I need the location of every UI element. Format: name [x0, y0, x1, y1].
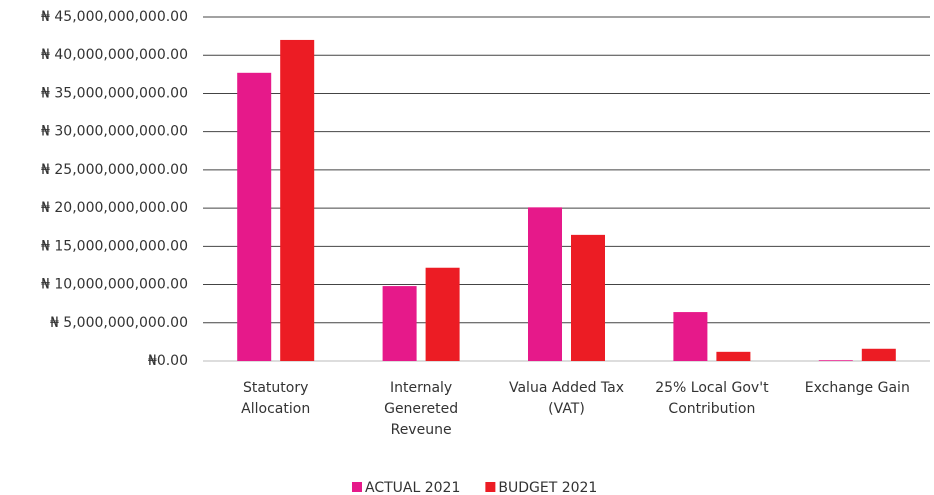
y-tick-label: ₦ 10,000,000,000.00 [41, 277, 188, 293]
y-tick-label: ₦ 20,000,000,000.00 [41, 200, 188, 216]
bar [673, 312, 708, 361]
y-tick-label: ₦ 15,000,000,000.00 [41, 238, 188, 254]
legend-label: ACTUAL 2021 [365, 480, 460, 495]
y-tick-label: ₦ 30,000,000,000.00 [41, 124, 188, 140]
x-tick-label: 25% Local Gov't Contribution [655, 380, 769, 417]
legend-swatch [485, 482, 496, 492]
y-tick-label: ₦ 45,000,000,000.00 [41, 9, 188, 25]
x-tick-label: Exchange Gain [804, 380, 910, 396]
bar [861, 348, 896, 361]
x-tick-label: Valua Added Tax (VAT) [508, 380, 624, 417]
bar [280, 39, 315, 361]
bar [382, 286, 417, 361]
y-tick-label: ₦ 25,000,000,000.00 [41, 162, 188, 178]
bar [425, 267, 460, 361]
y-tick-label: ₦ 35,000,000,000.00 [41, 85, 188, 101]
bar [528, 207, 562, 361]
legend-label: BUDGET 2021 [498, 480, 597, 495]
legend-swatch [352, 482, 362, 492]
x-tick-label: Internaly Genereted Reveune [384, 380, 459, 438]
bar [818, 360, 853, 361]
x-tick-label: Statutory Allocation [241, 380, 311, 417]
bar [237, 72, 272, 361]
bar [716, 351, 751, 361]
y-tick-label: ₦ 40,000,000,000.00 [41, 47, 188, 63]
bar [571, 234, 605, 361]
y-tick-label: ₦0.00 [148, 353, 188, 369]
y-tick-label: ₦ 5,000,000,000.00 [50, 315, 188, 331]
